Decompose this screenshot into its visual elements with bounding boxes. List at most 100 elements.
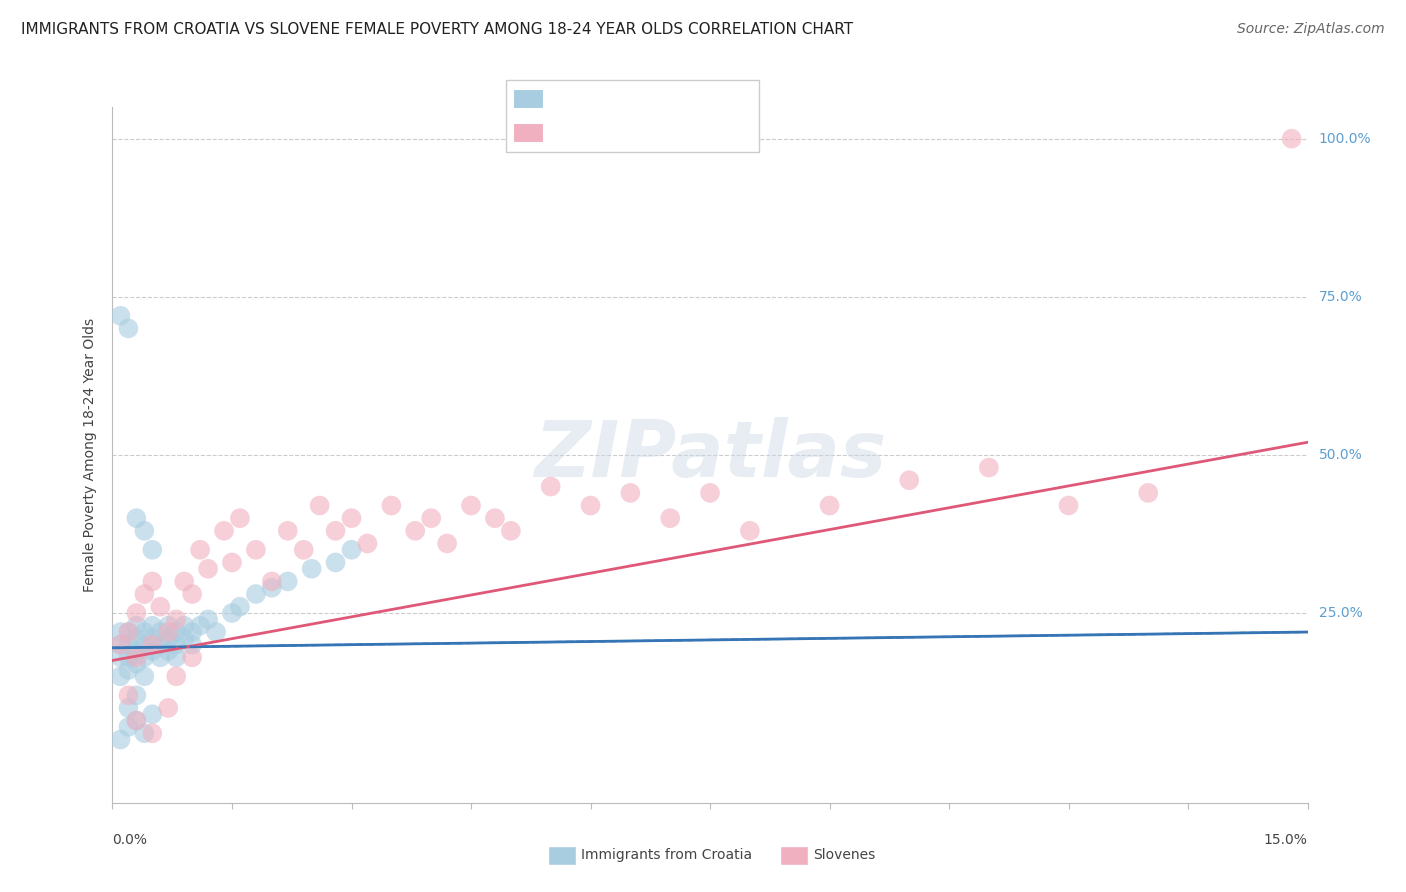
Text: R = 0.357: R = 0.357 <box>553 124 644 142</box>
Point <box>229 599 252 614</box>
Point <box>277 524 299 538</box>
Text: 0.0%: 0.0% <box>112 833 148 847</box>
Point <box>110 638 132 652</box>
Point <box>420 511 443 525</box>
Text: 100.0%: 100.0% <box>1319 132 1371 145</box>
Point <box>134 650 156 665</box>
Point <box>110 625 132 640</box>
Point <box>141 707 163 722</box>
Point <box>149 650 172 665</box>
Point <box>540 479 562 493</box>
Point <box>125 632 148 646</box>
Point <box>125 650 148 665</box>
Point <box>134 524 156 538</box>
Text: R = 0.034: R = 0.034 <box>553 90 644 108</box>
Point <box>125 714 148 728</box>
Text: Immigrants from Croatia: Immigrants from Croatia <box>581 848 752 863</box>
Point <box>125 511 148 525</box>
Point <box>141 644 163 658</box>
Point <box>619 486 641 500</box>
Point <box>110 309 132 323</box>
Point <box>117 688 139 702</box>
Point <box>141 638 163 652</box>
Point <box>325 556 347 570</box>
Point <box>165 625 187 640</box>
Point <box>165 669 187 683</box>
Point <box>260 574 283 589</box>
Point <box>245 587 267 601</box>
Point <box>1057 499 1080 513</box>
Point <box>212 524 235 538</box>
Point <box>436 536 458 550</box>
Point <box>818 499 841 513</box>
Point <box>173 574 195 589</box>
Point <box>1281 131 1303 145</box>
Point <box>117 625 139 640</box>
Point <box>356 536 378 550</box>
Point <box>117 701 139 715</box>
Point <box>699 486 721 500</box>
Point <box>738 524 761 538</box>
Point <box>229 511 252 525</box>
Point <box>141 726 163 740</box>
Point <box>125 618 148 632</box>
Point <box>325 524 347 538</box>
Point <box>134 625 156 640</box>
Text: 50.0%: 50.0% <box>1319 448 1362 462</box>
Point <box>157 632 180 646</box>
Point <box>197 612 219 626</box>
Point <box>659 511 682 525</box>
Point <box>110 638 132 652</box>
Point <box>110 732 132 747</box>
Point <box>301 562 323 576</box>
Point <box>141 542 163 557</box>
Point <box>197 562 219 576</box>
Y-axis label: Female Poverty Among 18-24 Year Olds: Female Poverty Among 18-24 Year Olds <box>83 318 97 592</box>
Point <box>149 625 172 640</box>
Point <box>134 587 156 601</box>
Point <box>117 638 139 652</box>
Point <box>125 657 148 671</box>
Point <box>157 644 180 658</box>
Point <box>134 669 156 683</box>
Point <box>117 663 139 677</box>
Point <box>188 618 211 632</box>
Text: 75.0%: 75.0% <box>1319 290 1362 304</box>
Point <box>157 618 180 632</box>
Point <box>340 542 363 557</box>
Text: 15.0%: 15.0% <box>1264 833 1308 847</box>
Point <box>125 688 148 702</box>
Point <box>308 499 330 513</box>
Point <box>245 542 267 557</box>
Point <box>125 714 148 728</box>
Point <box>221 556 243 570</box>
Point <box>125 606 148 620</box>
Point <box>484 511 506 525</box>
Point <box>134 638 156 652</box>
Text: 25.0%: 25.0% <box>1319 606 1362 620</box>
Point <box>157 701 180 715</box>
Point <box>977 460 1000 475</box>
Point <box>117 321 139 335</box>
Point <box>110 669 132 683</box>
Point <box>165 650 187 665</box>
Point <box>579 499 602 513</box>
Point <box>125 644 148 658</box>
Point <box>898 473 921 487</box>
Point <box>340 511 363 525</box>
Text: N = 49: N = 49 <box>654 124 716 142</box>
Point <box>277 574 299 589</box>
Point <box>260 581 283 595</box>
Point <box>188 542 211 557</box>
Point <box>205 625 228 640</box>
Point <box>499 524 522 538</box>
Point <box>110 650 132 665</box>
Text: N = 55: N = 55 <box>654 90 716 108</box>
Point <box>117 720 139 734</box>
Point <box>404 524 426 538</box>
Text: ZIPatlas: ZIPatlas <box>534 417 886 493</box>
Point <box>149 638 172 652</box>
Point <box>141 632 163 646</box>
Point <box>1137 486 1160 500</box>
Point <box>165 612 187 626</box>
